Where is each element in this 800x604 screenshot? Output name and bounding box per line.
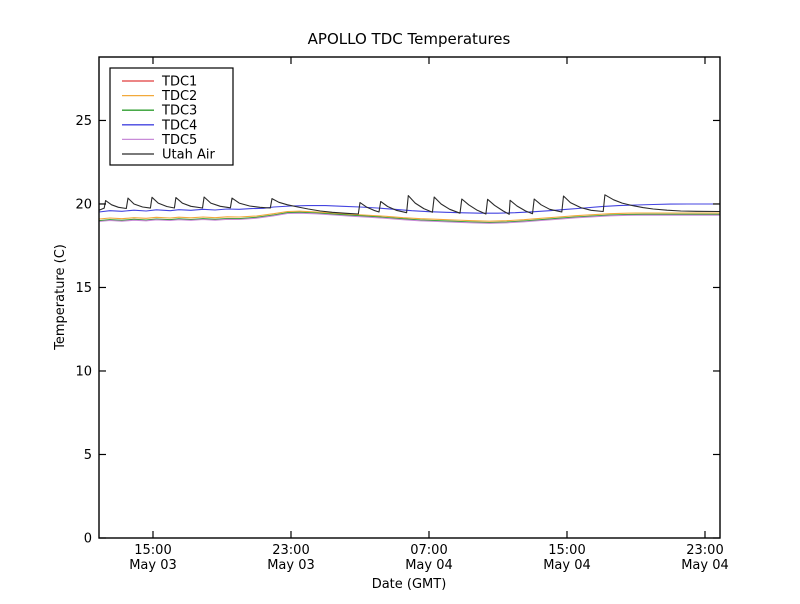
- chart-title: APOLLO TDC Temperatures: [308, 30, 511, 48]
- legend-item: TDC5: [122, 133, 197, 148]
- y-tick-label: 25: [75, 114, 92, 129]
- legend-box: [109, 67, 234, 166]
- legend-item-label: Utah Air: [162, 148, 215, 163]
- y-tick-label: 20: [75, 197, 92, 212]
- legend-item-label: TDC1: [161, 75, 197, 90]
- x-tick-label-time: 15:00: [548, 543, 585, 558]
- plot-frame: [98, 56, 721, 539]
- x-tick-label-time: 15:00: [134, 543, 171, 558]
- y-tick-label: 0: [84, 532, 92, 547]
- legend-item-label: TDC2: [161, 89, 197, 104]
- series-line-utah-air: [98, 194, 721, 215]
- x-tick-label-time: 23:00: [272, 543, 309, 558]
- series-line-tdc5: [98, 212, 720, 224]
- x-tick-label-date: May 03: [129, 558, 177, 573]
- series-line-tdc4: [98, 203, 720, 214]
- x-tick-label-date: May 03: [267, 558, 315, 573]
- x-tick-label-time: 23:00: [686, 543, 723, 558]
- y-axis-label: Temperature (C): [53, 244, 68, 351]
- series-lines: [98, 194, 721, 224]
- y-tick-label: 10: [75, 364, 92, 379]
- legend-item: TDC2: [122, 89, 197, 104]
- x-tick-label-date: May 04: [405, 558, 453, 573]
- legend-item: TDC3: [122, 104, 197, 119]
- legend-item: TDC4: [122, 118, 197, 133]
- series-line-tdc2: [98, 210, 720, 222]
- legend-item-label: TDC4: [161, 118, 197, 133]
- x-axis-label: Date (GMT): [372, 577, 447, 592]
- y-tick-label: 5: [84, 448, 92, 463]
- legend-item: TDC1: [122, 75, 197, 90]
- legend-item-label: TDC5: [161, 133, 197, 148]
- x-tick-label-time: 07:00: [410, 543, 447, 558]
- series-line-tdc3: [98, 211, 720, 224]
- y-tick-label: 15: [75, 281, 92, 296]
- legend-item: Utah Air: [122, 148, 215, 163]
- x-tick-label-date: May 04: [681, 558, 729, 573]
- legend-item-label: TDC3: [161, 104, 197, 119]
- x-tick-label-date: May 04: [543, 558, 591, 573]
